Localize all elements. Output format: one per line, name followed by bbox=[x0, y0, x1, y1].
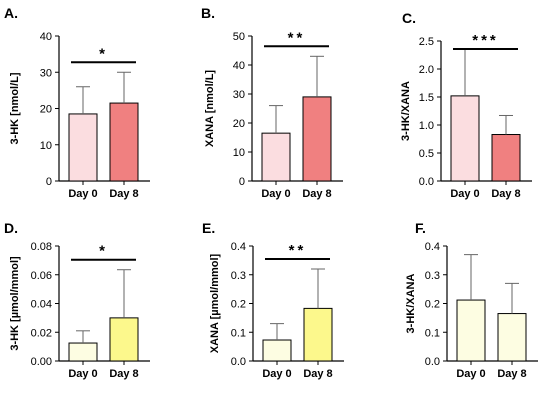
y-tick-label: 0.2 bbox=[231, 299, 246, 311]
y-tick-label: 0.06 bbox=[31, 270, 52, 282]
y-tick-label: 0.1 bbox=[425, 327, 440, 339]
category-label: Day 8 bbox=[497, 368, 526, 380]
category-label: Day 0 bbox=[261, 188, 290, 200]
category-label: Day 8 bbox=[491, 188, 520, 200]
y-axis-label: 3-HK/XANA bbox=[405, 274, 417, 334]
y-tick-label: 0.4 bbox=[231, 241, 246, 253]
bar bbox=[68, 113, 98, 182]
y-tick-label: 0.00 bbox=[31, 356, 52, 368]
y-tick-label: 30 bbox=[40, 67, 52, 79]
panel-e: E. XANA [µmol/mmol] 0.0 0.1 0.2 0.3 0.4 Day 0 Da… bbox=[202, 220, 344, 380]
category-label: Day 0 bbox=[262, 368, 291, 380]
y-tick-label: 10 bbox=[233, 147, 245, 159]
category-label: Day 8 bbox=[302, 188, 331, 200]
bar bbox=[68, 342, 98, 362]
significance-stars: * bbox=[99, 45, 108, 62]
category-label: Day 0 bbox=[68, 368, 97, 380]
y-axis-label: XANA [nmol/L] bbox=[204, 70, 216, 148]
significance-stars: * bbox=[99, 243, 108, 260]
y-tick-label: 2.5 bbox=[419, 36, 434, 48]
y-tick-label: 0.0 bbox=[425, 356, 440, 368]
panel-label: E. bbox=[202, 220, 215, 236]
y-tick-label: 1.5 bbox=[419, 92, 434, 104]
y-axis-label: 3-HK/XANA bbox=[400, 81, 412, 141]
bar bbox=[450, 95, 480, 182]
significance-stars: ** bbox=[288, 29, 306, 46]
y-tick-label: 20 bbox=[233, 118, 245, 130]
category-label: Day 0 bbox=[456, 368, 485, 380]
y-tick-label: 0.04 bbox=[31, 299, 52, 311]
y-tick-label: 10 bbox=[40, 140, 52, 152]
panel-label: F. bbox=[415, 220, 426, 236]
bar bbox=[262, 339, 292, 362]
bar bbox=[456, 299, 486, 362]
y-tick-label: 0 bbox=[46, 176, 52, 188]
bar bbox=[109, 317, 139, 362]
panel-a: A. 3-HK [nmol/L] 0 10 20 30 40 Day 0 Day 8 * bbox=[4, 5, 150, 200]
y-axis-label: XANA [µmol/mmol] bbox=[209, 253, 221, 353]
category-label: Day 0 bbox=[68, 188, 97, 200]
y-tick-label: 50 bbox=[233, 31, 245, 43]
y-tick-label: 0.0 bbox=[419, 176, 434, 188]
y-tick-label: 1.0 bbox=[419, 120, 434, 132]
category-label: Day 8 bbox=[109, 188, 138, 200]
bar bbox=[303, 307, 333, 362]
panel-c: C. 3-HK/XANA 0.0 0.5 1.0 1.5 2.0 2.5 Day 0 Day 8 *… bbox=[400, 10, 532, 200]
y-axis-label: 3-HK [nmol/L] bbox=[9, 72, 21, 144]
panel-label: B. bbox=[201, 5, 215, 21]
y-tick-label: 0.1 bbox=[231, 327, 246, 339]
bar bbox=[497, 313, 527, 362]
bar bbox=[302, 96, 332, 182]
y-tick-label: 40 bbox=[40, 31, 52, 43]
y-tick-label: 0.4 bbox=[425, 241, 440, 253]
panel-b: B. XANA [nmol/L] 0 10 20 30 40 50 Day 0 Day 8 ** bbox=[201, 5, 343, 200]
panel-label: C. bbox=[402, 10, 416, 26]
y-tick-label: 0 bbox=[239, 176, 245, 188]
y-tick-label: 2.0 bbox=[419, 64, 434, 76]
bar bbox=[491, 134, 521, 182]
panel-label: D. bbox=[4, 220, 18, 236]
y-tick-label: 0.3 bbox=[425, 270, 440, 282]
bar bbox=[261, 132, 291, 182]
y-tick-label: 0.5 bbox=[419, 148, 434, 160]
y-tick-label: 0.3 bbox=[231, 270, 246, 282]
bar bbox=[109, 102, 139, 182]
y-tick-label: 0.02 bbox=[31, 327, 52, 339]
y-tick-label: 0.0 bbox=[231, 356, 246, 368]
significance-stars: *** bbox=[472, 32, 499, 49]
category-label: Day 0 bbox=[450, 188, 479, 200]
y-tick-label: 30 bbox=[233, 89, 245, 101]
panel-d: D. 3-HK [µmol/mmol] 0.00 0.02 0.04 0.06 0.08 Da… bbox=[4, 220, 150, 380]
panel-label: A. bbox=[4, 5, 18, 21]
category-label: Day 8 bbox=[303, 368, 332, 380]
y-tick-label: 0.08 bbox=[31, 241, 52, 253]
y-axis-label: 3-HK [µmol/mmol] bbox=[9, 256, 21, 351]
category-label: Day 8 bbox=[109, 368, 138, 380]
panel-f: F. 3-HK/XANA 0.0 0.1 0.2 0.3 0.4 Day 0 Day 8 bbox=[405, 220, 538, 380]
y-tick-label: 20 bbox=[40, 104, 52, 116]
significance-stars: ** bbox=[289, 242, 307, 259]
y-tick-label: 40 bbox=[233, 60, 245, 72]
y-tick-label: 0.2 bbox=[425, 299, 440, 311]
